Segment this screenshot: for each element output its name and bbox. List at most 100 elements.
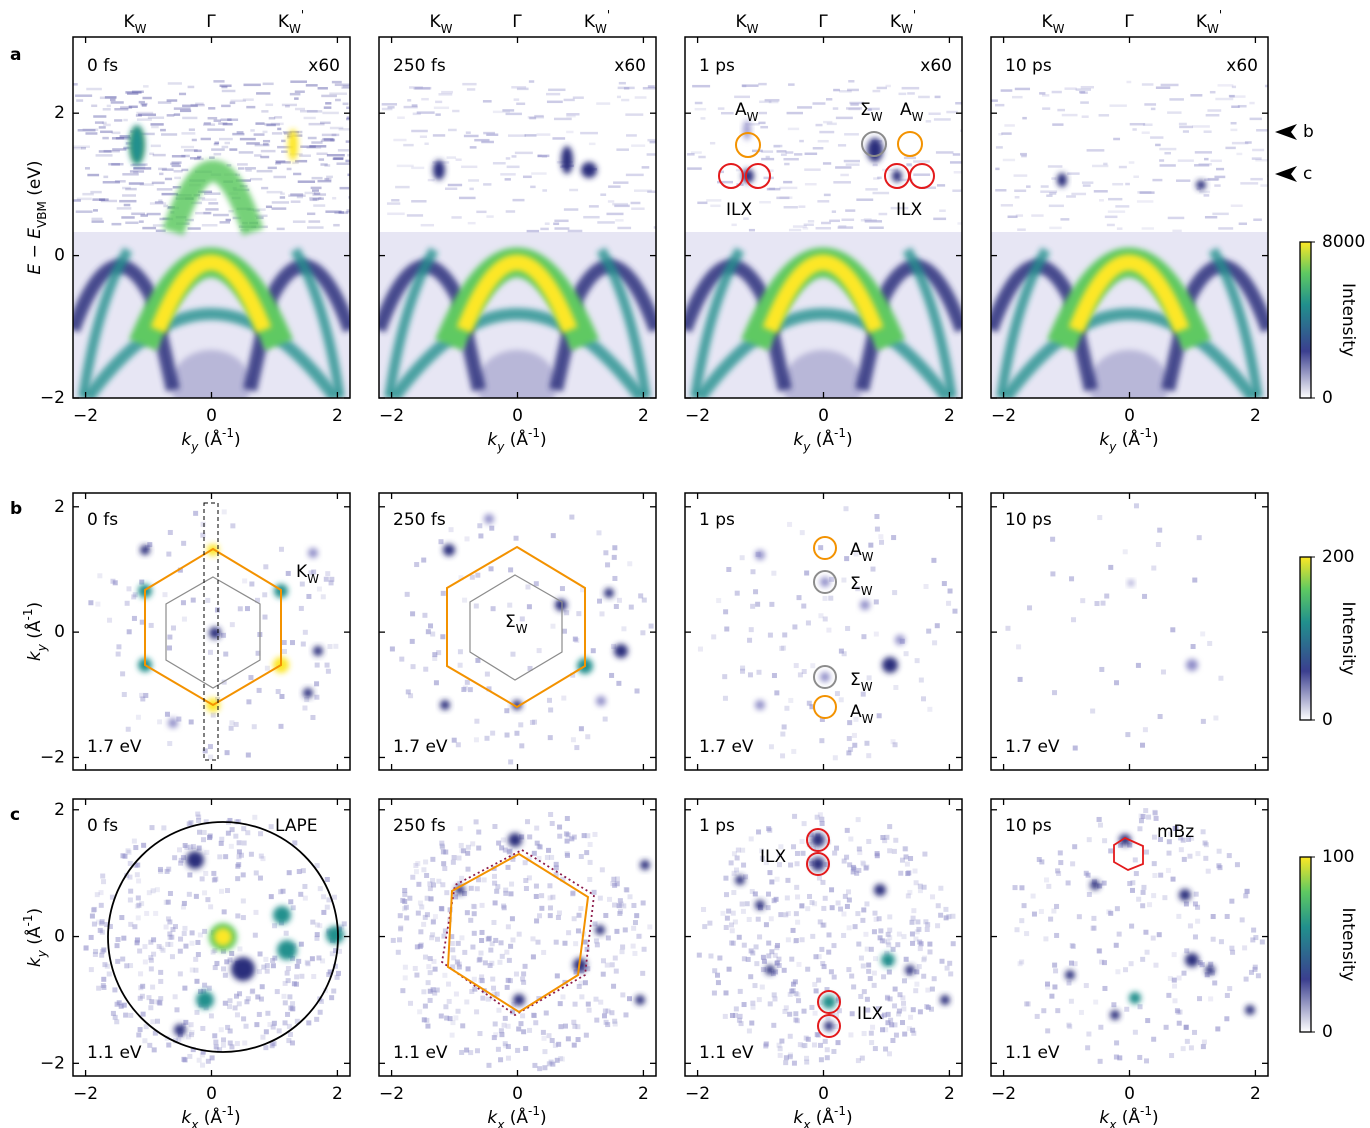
- blob: [882, 657, 898, 673]
- noise: [489, 995, 495, 1001]
- noise: [303, 116, 316, 120]
- noise: [901, 934, 907, 940]
- noise: [882, 168, 899, 172]
- noise: [592, 921, 598, 927]
- noise: [398, 925, 404, 931]
- noise: [642, 86, 656, 90]
- noise: [1015, 214, 1024, 217]
- noise: [641, 597, 647, 603]
- annotation: LAPE: [275, 816, 317, 836]
- blob: [881, 953, 895, 967]
- noise: [941, 581, 947, 587]
- x-axis-label-part: ): [540, 430, 547, 450]
- marker-circle: [806, 852, 830, 876]
- noise: [939, 958, 945, 964]
- noise: [692, 84, 711, 88]
- noise: [554, 973, 560, 979]
- noise: [200, 1025, 206, 1031]
- noise: [1205, 114, 1220, 117]
- noise: [218, 840, 224, 846]
- noise: [765, 155, 770, 159]
- noise: [631, 207, 645, 210]
- noise: [304, 191, 316, 195]
- noise: [886, 969, 892, 975]
- k-point-label-part: W: [289, 22, 301, 36]
- noise: [576, 912, 582, 918]
- noise: [484, 671, 490, 677]
- noise: [95, 601, 101, 607]
- noise: [404, 915, 410, 921]
- noise: [144, 910, 150, 916]
- noise: [1197, 960, 1203, 966]
- noise: [807, 893, 813, 899]
- noise: [1248, 969, 1254, 975]
- noise: [865, 1007, 871, 1013]
- noise: [447, 1016, 453, 1022]
- noise: [866, 968, 872, 974]
- noise: [546, 92, 561, 96]
- noise: [181, 154, 190, 158]
- noise: [880, 835, 886, 841]
- energy-label: 1.7 eV: [393, 737, 448, 757]
- noise: [731, 223, 737, 227]
- noise: [1194, 164, 1210, 167]
- noise: [759, 200, 771, 204]
- noise: [349, 200, 350, 203]
- k-point-label: Γ: [818, 12, 828, 32]
- annotation: AW: [850, 540, 874, 564]
- noise: [761, 150, 774, 153]
- noise: [349, 114, 350, 117]
- noise: [531, 850, 537, 856]
- noise: [729, 928, 735, 934]
- noise: [995, 189, 1007, 192]
- noise: [317, 1009, 323, 1015]
- colorbar: [1299, 856, 1312, 1033]
- noise: [914, 969, 920, 975]
- noise: [95, 154, 113, 157]
- noise: [505, 210, 516, 213]
- arrow: [1275, 124, 1297, 140]
- noise: [299, 154, 311, 157]
- noise: [316, 586, 322, 592]
- blob: [555, 599, 567, 611]
- noise: [126, 849, 132, 855]
- noise: [1057, 108, 1065, 112]
- noise: [317, 179, 332, 183]
- x-axis-label-part: -1: [834, 1104, 846, 1118]
- noise: [845, 625, 851, 631]
- noise: [1136, 200, 1154, 203]
- noise: [1163, 1024, 1169, 1030]
- noise: [1147, 902, 1153, 908]
- marker-circle: [745, 163, 771, 189]
- noise: [480, 995, 486, 1001]
- noise: [430, 919, 436, 925]
- noise: [1184, 1038, 1190, 1044]
- noise: [863, 931, 869, 937]
- noise: [1176, 975, 1182, 981]
- noise: [557, 824, 563, 830]
- x-axis-label: ky (Å-1): [1099, 426, 1158, 454]
- noise: [248, 208, 266, 211]
- noise: [441, 933, 447, 939]
- noise: [270, 1041, 276, 1047]
- noise: [472, 904, 478, 910]
- k-point-label-part: ': [607, 8, 610, 22]
- noise: [553, 117, 572, 121]
- noise: [707, 920, 713, 926]
- noise: [787, 1052, 793, 1058]
- noise: [132, 592, 138, 598]
- noise: [289, 1040, 295, 1046]
- noise: [446, 981, 452, 987]
- noise: [167, 741, 173, 747]
- noise: [560, 876, 566, 882]
- noise: [1244, 141, 1252, 144]
- side-band: [690, 247, 745, 398]
- noise: [889, 1022, 895, 1028]
- noise: [104, 963, 110, 969]
- noise: [634, 913, 640, 919]
- noise: [194, 978, 200, 984]
- annotation-part: W: [862, 712, 874, 726]
- noise: [92, 951, 98, 957]
- noise: [632, 950, 638, 956]
- noise: [1210, 936, 1216, 942]
